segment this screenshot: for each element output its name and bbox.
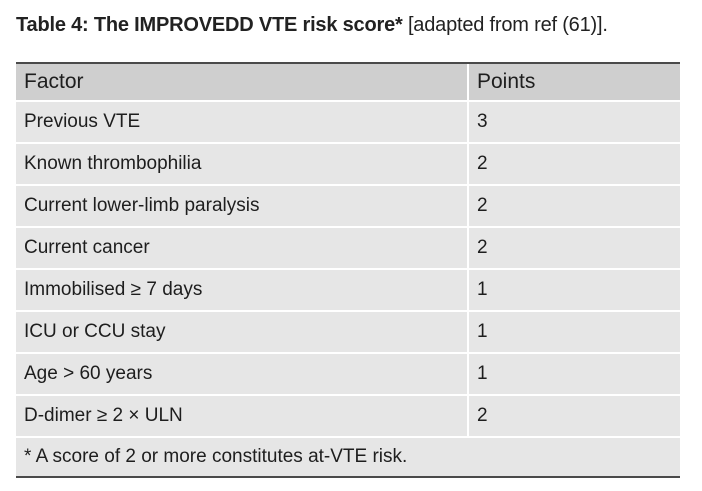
factor-cell: Current lower-limb paralysis: [16, 185, 468, 228]
table-footnote: * A score of 2 or more constitutes at-VT…: [16, 436, 680, 476]
factor-cell: Immobilised ≥ 7 days: [16, 269, 468, 312]
table-row: Known thrombophilia 2: [16, 143, 680, 186]
factor-cell: Age > 60 years: [16, 353, 468, 396]
points-cell: 2: [467, 395, 680, 436]
table-row: Current cancer 2: [16, 227, 680, 270]
table-caption-label: Table 4: The IMPROVEDD VTE risk score*: [16, 14, 403, 36]
table-caption-source: [adapted from ref (61)].: [407, 14, 608, 36]
table-row: Age > 60 years 1: [16, 353, 680, 396]
table-row: Immobilised ≥ 7 days 1: [16, 269, 680, 312]
table-header-row: Factor Points: [16, 64, 680, 102]
table-row: ICU or CCU stay 1: [16, 311, 680, 354]
risk-score-table-container: Factor Points Previous VTE 3 Known throm…: [16, 62, 680, 478]
table-top-rule: [16, 62, 680, 64]
table-caption: Table 4: The IMPROVEDD VTE risk score* […: [16, 14, 608, 37]
factor-cell: Current cancer: [16, 227, 468, 270]
points-cell: 3: [467, 101, 680, 144]
table-row: D-dimer ≥ 2 × ULN 2: [16, 395, 680, 436]
risk-score-table: Factor Points Previous VTE 3 Known throm…: [16, 64, 680, 436]
factor-cell: Known thrombophilia: [16, 143, 468, 186]
factor-cell: ICU or CCU stay: [16, 311, 468, 354]
points-cell: 1: [467, 269, 680, 312]
table-row: Current lower-limb paralysis 2: [16, 185, 680, 228]
points-cell: 2: [467, 143, 680, 186]
column-header-factor: Factor: [16, 64, 468, 102]
points-cell: 1: [467, 311, 680, 354]
points-cell: 2: [467, 227, 680, 270]
points-cell: 1: [467, 353, 680, 396]
factor-cell: Previous VTE: [16, 101, 468, 144]
factor-cell: D-dimer ≥ 2 × ULN: [24, 405, 183, 426]
table-row: Previous VTE 3: [16, 101, 680, 144]
points-cell: 2: [467, 185, 680, 228]
column-header-points: Points: [467, 64, 680, 102]
